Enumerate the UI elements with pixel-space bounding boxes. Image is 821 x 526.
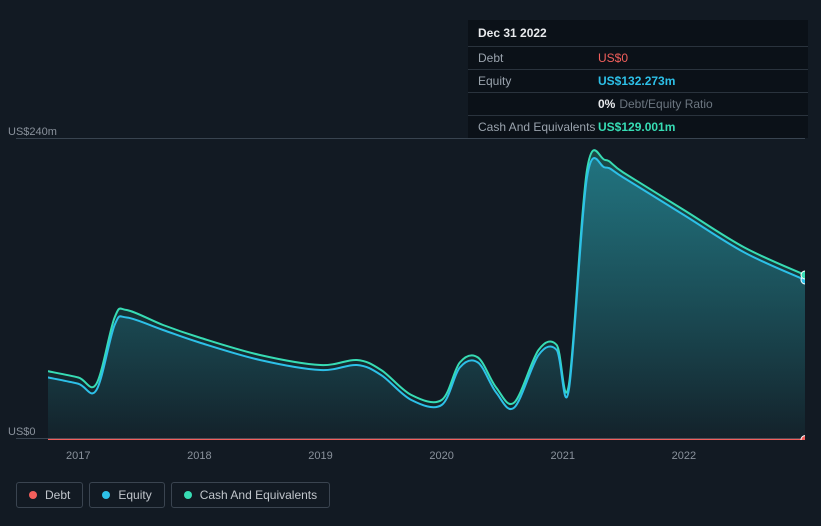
x-tick-2022: 2022 <box>672 450 696 462</box>
legend-dot-cash <box>184 491 192 499</box>
tooltip-value-equity: US$132.273m <box>598 74 798 88</box>
end-marker-cash <box>801 271 805 279</box>
legend-item-debt[interactable]: Debt <box>16 482 83 508</box>
tooltip-ratio-pct: 0% <box>598 97 615 111</box>
legend-label-cash: Cash And Equivalents <box>200 488 317 502</box>
tooltip-label-equity: Equity <box>478 74 598 88</box>
tooltip-row-ratio: 0% Debt/Equity Ratio <box>468 92 808 115</box>
x-tick-2020: 2020 <box>429 450 453 462</box>
legend-label-equity: Equity <box>118 488 151 502</box>
tooltip-row-cash: Cash And Equivalents US$129.001m <box>468 115 808 138</box>
tooltip-label-ratio <box>478 97 598 111</box>
legend-label-debt: Debt <box>45 488 70 502</box>
chart-tooltip: Dec 31 2022 Debt US$0 Equity US$132.273m… <box>468 20 808 138</box>
legend-item-equity[interactable]: Equity <box>89 482 164 508</box>
y-axis-min-label: US$0 <box>0 426 44 438</box>
tooltip-row-equity: Equity US$132.273m <box>468 69 808 92</box>
tooltip-row-debt: Debt US$0 <box>468 46 808 69</box>
tooltip-ratio-label: Debt/Equity Ratio <box>619 97 712 111</box>
tooltip-date: Dec 31 2022 <box>468 20 808 46</box>
tooltip-label-debt: Debt <box>478 51 598 65</box>
tooltip-label-cash: Cash And Equivalents <box>478 120 598 134</box>
y-axis-max-label: US$240m <box>0 126 44 138</box>
tooltip-value-cash: US$129.001m <box>598 120 798 134</box>
tooltip-value-debt: US$0 <box>598 51 798 65</box>
x-axis: 2017 2018 2019 2020 2021 2022 <box>48 448 805 468</box>
chart-legend: Debt Equity Cash And Equivalents <box>16 482 330 508</box>
legend-dot-debt <box>29 491 37 499</box>
x-tick-2021: 2021 <box>551 450 575 462</box>
tooltip-value-ratio: 0% Debt/Equity Ratio <box>598 97 798 111</box>
chart-gridline-top <box>16 138 805 139</box>
x-tick-2017: 2017 <box>66 450 90 462</box>
legend-dot-equity <box>102 491 110 499</box>
x-tick-2018: 2018 <box>187 450 211 462</box>
legend-item-cash[interactable]: Cash And Equivalents <box>171 482 330 508</box>
chart-svg <box>48 140 805 440</box>
x-tick-2019: 2019 <box>308 450 332 462</box>
area-chart[interactable] <box>48 140 805 440</box>
